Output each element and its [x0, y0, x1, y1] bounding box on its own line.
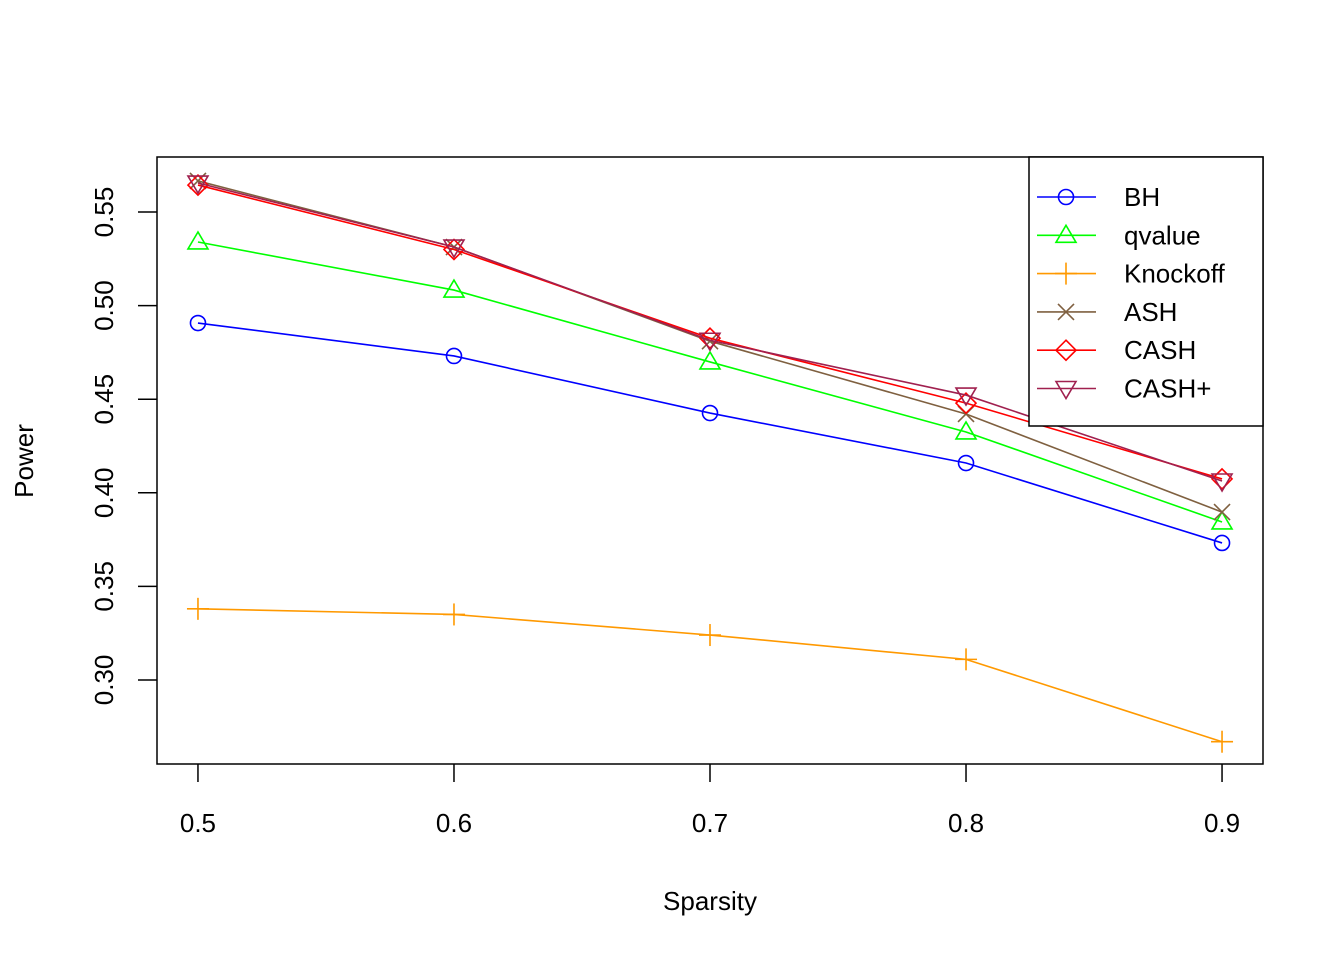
data-point [442, 239, 466, 259]
series-bh [189, 314, 1231, 552]
x-axis: 0.5 0.6 0.7 0.8 0.9 [180, 763, 1240, 838]
x-tick-label: 0.6 [436, 808, 472, 838]
data-point [445, 347, 463, 365]
series-knockoff [186, 597, 1234, 753]
legend-label: ASH [1124, 297, 1177, 327]
legend-marker [1055, 262, 1077, 285]
data-point [186, 597, 209, 620]
data-point [186, 230, 210, 250]
legend-marker [1054, 380, 1078, 401]
legend-item: Knockoff [1037, 259, 1225, 289]
legend-label: CASH [1124, 335, 1196, 365]
data-point [1213, 503, 1231, 521]
legend-item: qvalue [1037, 220, 1201, 250]
legend-item: BH [1037, 182, 1160, 212]
data-point [442, 603, 465, 626]
data-point [442, 278, 466, 298]
x-axis-title: Sparsity [663, 886, 757, 916]
legend-label: CASH+ [1124, 374, 1211, 404]
legend-marker [1057, 188, 1075, 206]
data-point [954, 420, 978, 440]
y-tick-label: 0.40 [89, 467, 119, 518]
data-point [699, 624, 721, 647]
y-axis: 0.30 0.35 0.40 0.45 0.50 0.55 [89, 187, 157, 706]
data-point [698, 332, 722, 352]
y-tick-label: 0.35 [89, 561, 119, 612]
data-point [698, 327, 722, 350]
series-line [197, 184, 1223, 480]
data-point [955, 648, 978, 671]
data-point [1210, 510, 1234, 530]
y-tick-label: 0.55 [89, 187, 119, 238]
y-axis-title: Power [9, 424, 39, 498]
legend-item: ASH [1037, 297, 1177, 327]
x-tick-label: 0.5 [180, 808, 216, 838]
data-point [1213, 534, 1231, 552]
data-point [1210, 467, 1234, 491]
y-tick-label: 0.45 [89, 374, 119, 425]
series-line [197, 241, 1223, 523]
data-point [701, 404, 719, 422]
x-tick-label: 0.8 [948, 808, 984, 838]
data-point [954, 392, 978, 415]
legend-item: CASH+ [1037, 374, 1211, 404]
data-point [954, 387, 978, 407]
series-layer [186, 172, 1234, 753]
y-tick-label: 0.30 [89, 655, 119, 706]
legend-marker [1054, 339, 1078, 362]
data-point [957, 454, 975, 472]
legend-label: Knockoff [1124, 259, 1225, 289]
legend-item: CASH [1037, 335, 1196, 365]
data-point [189, 314, 207, 332]
data-point [1210, 473, 1234, 493]
legend-marker [1057, 303, 1075, 321]
legend-label: qvalue [1124, 220, 1201, 250]
y-tick-label: 0.50 [89, 280, 119, 331]
legend-marker [1054, 223, 1078, 244]
series-qvalue [186, 230, 1234, 530]
data-point [1211, 730, 1234, 753]
x-tick-label: 0.9 [1204, 808, 1240, 838]
legend-label: BH [1124, 182, 1160, 212]
data-point [698, 350, 722, 370]
data-point [186, 175, 210, 195]
series-line [197, 322, 1223, 544]
legend: BH qvalue Knockoff ASH CASH CASH+ [1028, 156, 1264, 427]
x-tick-label: 0.7 [692, 808, 728, 838]
